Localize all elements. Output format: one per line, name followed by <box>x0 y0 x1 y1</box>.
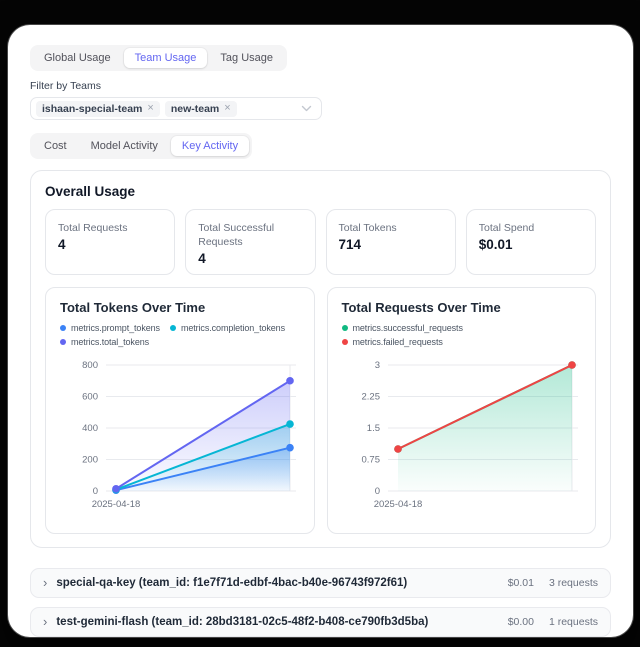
stat-total-requests: Total Requests 4 <box>45 209 176 275</box>
stat-total-successful-requests: Total Successful Requests 4 <box>185 209 316 275</box>
key-spend: $0.00 <box>507 616 534 628</box>
stat-value: $0.01 <box>478 237 513 253</box>
stat-label: Total Successful Requests <box>198 222 275 249</box>
legend-item-total-tokens: metrics.total_tokens <box>60 337 160 347</box>
overall-usage-title: Overall Usage <box>45 184 136 199</box>
tokens-chart-legend: metrics.prompt_tokens metrics.completion… <box>60 323 300 347</box>
tokens-chart-card: Total Tokens Over Time metrics.prompt_to… <box>45 287 315 534</box>
svg-text:0: 0 <box>374 486 379 497</box>
svg-text:800: 800 <box>82 360 98 371</box>
requests-chart-legend: metrics.successful_requests metrics.fail… <box>341 323 582 347</box>
stat-label: Total Spend <box>478 222 535 234</box>
remove-team-icon[interactable]: × <box>147 102 154 114</box>
key-name: test-gemini-flash (team_id: 28bd3181-02c… <box>56 616 429 628</box>
legend-label: metrics.failed_requests <box>352 337 443 347</box>
legend-label: metrics.completion_tokens <box>180 323 285 333</box>
svg-text:2025-04-18: 2025-04-18 <box>373 499 422 510</box>
requests-chart-card: Total Requests Over Time metrics.success… <box>326 287 596 534</box>
team-tag-ishaan-special-team: ishaan-special-team × <box>36 100 160 117</box>
legend-dot-icon <box>60 339 66 345</box>
svg-text:200: 200 <box>82 455 98 466</box>
key-spend: $0.01 <box>507 577 534 589</box>
stat-label: Total Requests <box>58 222 128 234</box>
key-request-count: 1 requests <box>548 616 598 628</box>
team-tag-label: ishaan-special-team <box>42 102 143 115</box>
legend-dot-icon <box>341 325 348 331</box>
svg-text:2025-04-18: 2025-04-18 <box>92 499 141 510</box>
svg-text:2.25: 2.25 <box>361 392 380 403</box>
requests-chart-title: Total Requests Over Time <box>341 300 501 315</box>
team-tag-label: new-team <box>170 102 220 115</box>
tab-cost[interactable]: Cost <box>33 136 78 156</box>
stat-total-tokens: Total Tokens 714 <box>325 209 456 275</box>
key-name: special-qa-key (team_id: f1e7f71d-edbf-4… <box>56 577 408 589</box>
chevron-right-icon: › <box>43 574 48 590</box>
legend-item-prompt-tokens: metrics.prompt_tokens <box>60 323 160 333</box>
team-tag-new-team: new-team × <box>164 100 237 117</box>
activity-tabs: Cost Model Activity Key Activity <box>30 133 253 159</box>
legend-label: metrics.prompt_tokens <box>71 323 160 333</box>
legend-dot-icon <box>341 339 348 345</box>
svg-text:600: 600 <box>82 392 98 403</box>
tokens-area-chart: 0 200 400 600 800 2025-04-18 <box>82 360 296 510</box>
stat-value: 4 <box>198 251 206 267</box>
stat-value: 714 <box>338 237 362 253</box>
key-row-special-qa-key[interactable]: › special-qa-key (team_id: f1e7f71d-edbf… <box>30 568 611 598</box>
stat-value: 4 <box>58 237 66 253</box>
usage-dashboard-page: Global Usage Team Usage Tag Usage Filter… <box>8 25 633 637</box>
tokens-chart-title: Total Tokens Over Time <box>60 300 206 315</box>
tab-team-usage[interactable]: Team Usage <box>123 48 208 68</box>
svg-text:400: 400 <box>82 423 98 434</box>
requests-area-chart: 0 0.75 1.5 2.25 3 2025-04-18 <box>361 360 578 510</box>
usage-scope-tabs: Global Usage Team Usage Tag Usage <box>30 45 288 71</box>
chevron-down-icon <box>301 105 312 112</box>
charts-grid: Total Tokens Over Time metrics.prompt_to… <box>45 287 596 534</box>
legend-label: metrics.total_tokens <box>71 337 150 347</box>
stat-total-spend: Total Spend $0.01 <box>465 209 596 275</box>
svg-text:0: 0 <box>93 486 98 497</box>
svg-text:3: 3 <box>374 360 379 371</box>
key-row-test-gemini-flash[interactable]: › test-gemini-flash (team_id: 28bd3181-0… <box>30 607 611 637</box>
overall-usage-card: Overall Usage Total Requests 4 Total Suc… <box>30 170 611 548</box>
stats-grid: Total Requests 4 Total Successful Reques… <box>45 209 596 275</box>
legend-item-completion-tokens: metrics.completion_tokens <box>169 323 285 333</box>
legend-label: metrics.successful_requests <box>352 323 463 333</box>
tab-global-usage[interactable]: Global Usage <box>33 48 122 68</box>
tab-tag-usage[interactable]: Tag Usage <box>209 48 284 68</box>
svg-text:0.75: 0.75 <box>361 455 380 466</box>
legend-dot-icon <box>60 325 66 331</box>
tab-model-activity[interactable]: Model Activity <box>80 136 169 156</box>
filter-by-teams-label: Filter by Teams <box>30 80 101 92</box>
chevron-right-icon: › <box>43 613 48 629</box>
tab-key-activity[interactable]: Key Activity <box>170 136 250 156</box>
legend-dot-icon <box>169 325 176 331</box>
stat-label: Total Tokens <box>338 222 397 234</box>
remove-team-icon[interactable]: × <box>224 102 231 114</box>
svg-text:1.5: 1.5 <box>366 423 379 434</box>
key-request-count: 3 requests <box>548 577 598 589</box>
legend-item-failed-requests: metrics.failed_requests <box>341 337 463 347</box>
legend-item-successful-requests: metrics.successful_requests <box>341 323 463 333</box>
team-filter-select[interactable]: ishaan-special-team × new-team × <box>30 97 322 120</box>
